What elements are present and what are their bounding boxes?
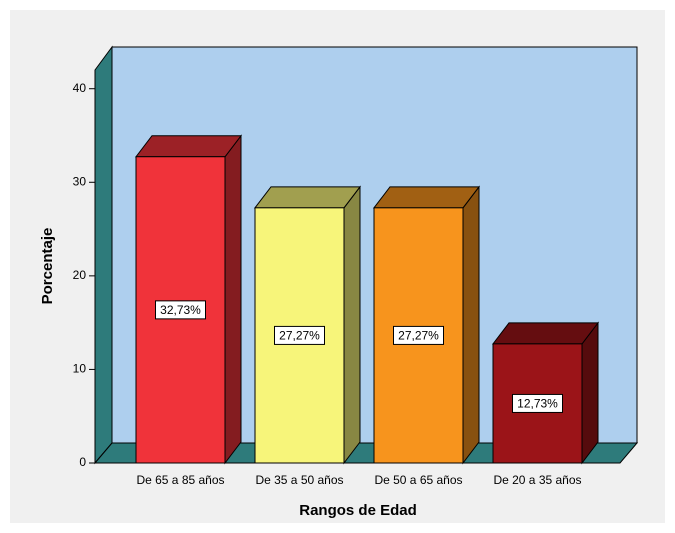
bar-top <box>253 186 362 209</box>
x-tick-label: De 35 a 50 años <box>255 473 343 487</box>
value-label: 27,27% <box>398 329 439 343</box>
y-axis-label: Porcentaje <box>39 228 56 305</box>
value-label: 32,73% <box>160 303 201 317</box>
y-tick-label: 30 <box>73 174 87 188</box>
value-label-box <box>155 300 206 320</box>
bar-top <box>134 135 243 158</box>
value-label-box <box>512 393 563 413</box>
y-tick-label: 20 <box>73 268 87 282</box>
value-label: 27,27% <box>279 329 320 343</box>
x-tick-label: De 65 a 85 años <box>136 473 224 487</box>
value-label: 12,73% <box>517 397 558 411</box>
x-tick-label: De 20 a 35 años <box>493 473 581 487</box>
bar-side <box>581 321 599 465</box>
y-tick-label: 0 <box>79 455 86 469</box>
bar-side <box>224 134 242 465</box>
y-tick-label: 10 <box>73 362 87 376</box>
bar-top <box>372 186 481 209</box>
bar-side <box>462 185 480 465</box>
bar-side <box>343 185 361 465</box>
bar-top <box>491 322 600 345</box>
value-label-box <box>393 325 444 345</box>
x-axis-label: Rangos de Edad <box>299 502 417 519</box>
side-wall <box>94 45 113 465</box>
x-tick-label: De 50 a 65 años <box>374 473 462 487</box>
value-label-box <box>274 325 325 345</box>
y-tick-label: 40 <box>73 81 87 95</box>
